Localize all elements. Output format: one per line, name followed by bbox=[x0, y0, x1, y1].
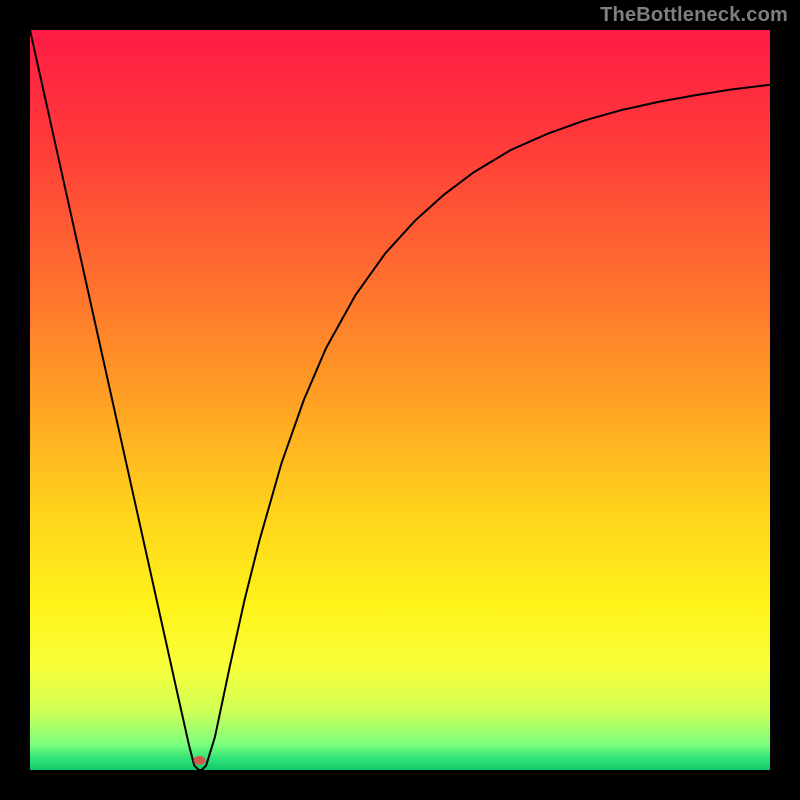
chart-container: TheBottleneck.com bbox=[0, 0, 800, 800]
chart-svg bbox=[0, 0, 800, 800]
optimal-point-marker bbox=[193, 756, 205, 765]
chart-background bbox=[30, 30, 770, 770]
watermark-text: TheBottleneck.com bbox=[600, 4, 788, 27]
